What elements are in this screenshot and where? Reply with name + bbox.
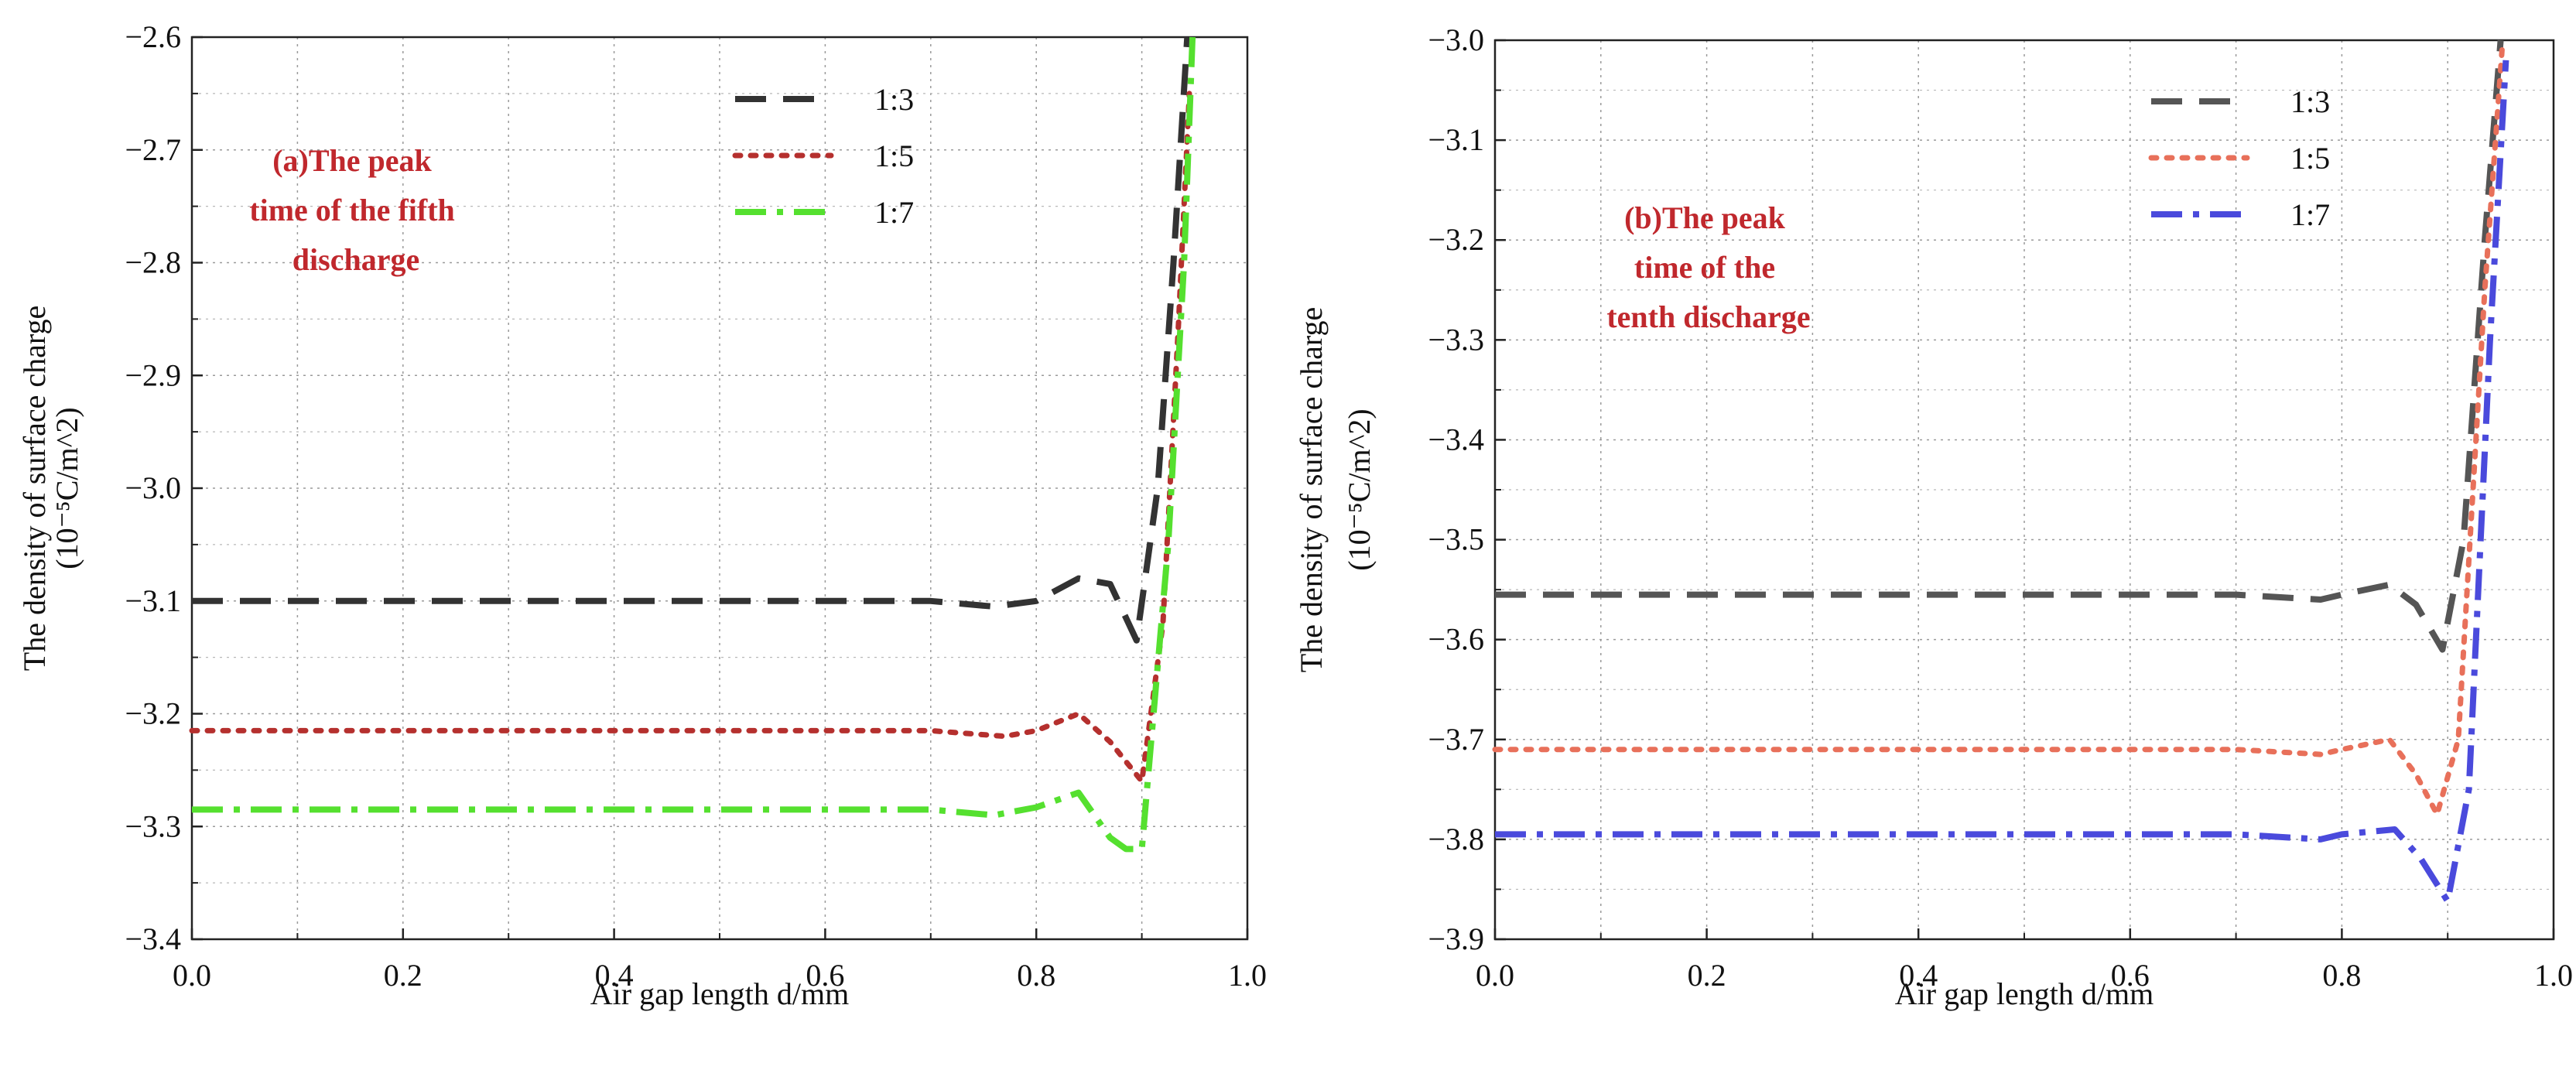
x-axis-label-a: Air gap length d/mm bbox=[590, 976, 849, 1011]
y-tick-label: −3.3 bbox=[1428, 322, 1484, 357]
annotation-a-line-2: time of the fifth bbox=[249, 193, 454, 227]
x-tick-label: 0.6 bbox=[2111, 958, 2150, 993]
y-tick-label: −3.1 bbox=[125, 583, 181, 618]
y-tick-label: −3.9 bbox=[1428, 921, 1484, 956]
y-tick-label: −3.5 bbox=[1428, 522, 1484, 557]
axis-ticks-b: 0.0 0.2 0.4 0.6 0.8 1.0 −3.9 −3.8 −3.7 −3.6 −3.5 −3… bbox=[1428, 22, 2573, 993]
y-tick-label: −2.6 bbox=[125, 19, 181, 54]
legend-b: 1:3 1:5 1:7 bbox=[2148, 84, 2330, 232]
annotation-b-line-3: tenth discharge bbox=[1606, 299, 1810, 334]
y-tick-label: −3.2 bbox=[1428, 222, 1484, 257]
legend-a: 1:3 1:5 1:7 bbox=[732, 82, 914, 230]
legend-label: 1:7 bbox=[2290, 197, 2330, 232]
series-line-1-7 bbox=[192, 36, 1196, 853]
y-axis-label-a-line-2: (10⁻⁵C/m^2) bbox=[50, 407, 84, 569]
x-tick-label: 0.0 bbox=[173, 958, 211, 993]
y-tick-label: −3.0 bbox=[1428, 22, 1484, 57]
x-tick-label: 0.4 bbox=[1899, 958, 1938, 993]
y-tick-label: −2.8 bbox=[125, 245, 181, 280]
x-tick-label: 0.8 bbox=[1017, 958, 1055, 993]
chart-panel-a: 0.0 0.2 0.4 0.6 0.8 1.0 −3.4 −3.3 −3.2 −3.1 −3.0 −2… bbox=[17, 19, 1267, 1011]
annotation-a: (a)The peak time of the fifth discharge bbox=[249, 143, 462, 277]
x-axis-label-b: Air gap length d/mm bbox=[1895, 976, 2154, 1011]
x-tick-label: 0.4 bbox=[595, 958, 634, 993]
x-tick-label: 0.0 bbox=[1476, 958, 1514, 993]
x-tick-label: 1.0 bbox=[2534, 958, 2573, 993]
legend-label: 1:5 bbox=[2290, 141, 2330, 176]
legend-label: 1:5 bbox=[874, 138, 914, 173]
axis-ticks-a: 0.0 0.2 0.4 0.6 0.8 1.0 −3.4 −3.3 −3.2 −3.1 −3.0 −2… bbox=[125, 19, 1267, 993]
y-tick-label: −3.3 bbox=[125, 808, 181, 843]
series-line-1-3 bbox=[1495, 39, 2504, 653]
y-tick-label: −3.7 bbox=[1428, 722, 1484, 757]
legend-label: 1:3 bbox=[874, 82, 914, 117]
annotation-a-line-3: discharge bbox=[292, 242, 419, 277]
series-line-1-7 bbox=[1495, 60, 2509, 904]
chart-panel-b: 0.0 0.2 0.4 0.6 0.8 1.0 −3.9 −3.8 −3.7 −3.6 −3.5 −3… bbox=[1294, 22, 2573, 1011]
x-tick-label: 0.2 bbox=[384, 958, 422, 993]
x-tick-label: 0.6 bbox=[806, 958, 844, 993]
grid-lines-b bbox=[1495, 40, 2554, 939]
y-tick-label: −2.7 bbox=[125, 132, 181, 167]
y-axis-label-b-line-1: The density of surface charge bbox=[1294, 307, 1329, 672]
annotation-b: (b)The peak time of the tenth discharge bbox=[1606, 200, 1810, 334]
series-line-1-3 bbox=[192, 36, 1191, 644]
annotation-b-line-2: time of the bbox=[1634, 250, 1775, 285]
series-group-b bbox=[1492, 37, 2509, 904]
legend-label: 1:3 bbox=[2290, 84, 2330, 119]
series-line-1-5 bbox=[1492, 37, 2506, 818]
y-tick-label: −3.6 bbox=[1428, 622, 1484, 657]
x-tick-label: 1.0 bbox=[1228, 958, 1267, 993]
legend-label: 1:7 bbox=[874, 195, 914, 230]
x-tick-label: 0.2 bbox=[1688, 958, 1726, 993]
y-axis-label-a-line-1: The density of surface charge bbox=[17, 306, 52, 671]
series-group-a bbox=[189, 36, 1196, 853]
y-tick-label: −3.0 bbox=[125, 470, 181, 505]
y-tick-label: −2.9 bbox=[125, 357, 181, 392]
annotation-b-line-1: (b)The peak bbox=[1624, 200, 1786, 235]
annotation-a-line-1: (a)The peak bbox=[272, 143, 432, 178]
y-tick-label: −3.2 bbox=[125, 696, 181, 731]
y-axis-label-b-line-2: (10⁻⁵C/m^2) bbox=[1342, 409, 1377, 570]
y-tick-label: −3.4 bbox=[125, 921, 181, 956]
y-tick-label: −3.4 bbox=[1428, 422, 1484, 456]
y-tick-label: −3.1 bbox=[1428, 122, 1484, 157]
x-tick-label: 0.8 bbox=[2322, 958, 2361, 993]
y-tick-label: −3.8 bbox=[1428, 822, 1484, 856]
